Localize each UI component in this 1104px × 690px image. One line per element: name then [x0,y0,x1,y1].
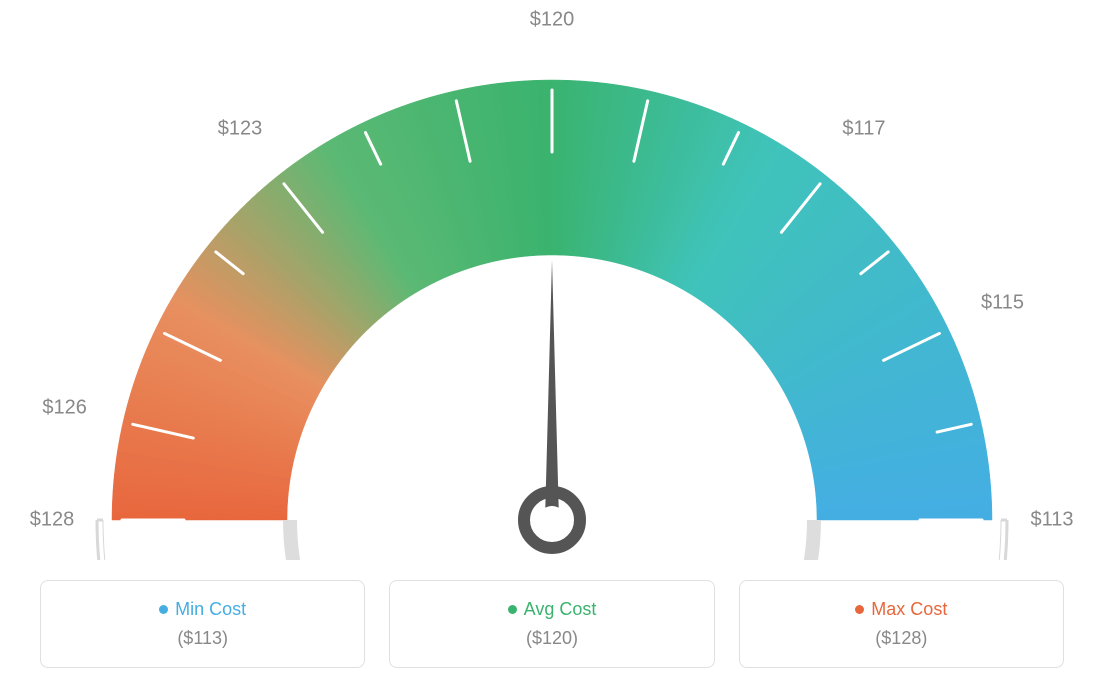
dot-min [159,605,168,614]
legend-value-min: ($113) [65,628,340,649]
gauge-scale-label: $113 [1030,509,1073,532]
legend-value-avg: ($120) [414,628,689,649]
legend-value-max: ($128) [764,628,1039,649]
legend-label-min-text: Min Cost [175,599,246,620]
legend-label-max: Max Cost [855,599,947,620]
gauge-scale-label: $128 [30,509,75,532]
legend-card-avg: Avg Cost ($120) [389,580,714,668]
dot-avg [508,605,517,614]
legend-row: Min Cost ($113) Avg Cost ($120) Max Cost… [0,580,1104,668]
legend-label-avg: Avg Cost [508,599,597,620]
legend-label-max-text: Max Cost [871,599,947,620]
dot-max [855,605,864,614]
gauge-scale-label: $120 [530,9,575,32]
legend-label-min: Min Cost [159,599,246,620]
legend-label-avg-text: Avg Cost [524,599,597,620]
legend-card-max: Max Cost ($128) [739,580,1064,668]
gauge-scale-label: $117 [842,118,885,141]
gauge-chart: $113 $115 $117 $120 $123 $126 $128 [0,0,1104,560]
gauge-svg [0,0,1104,560]
legend-card-min: Min Cost ($113) [40,580,365,668]
gauge-scale-label: $123 [218,118,263,141]
gauge-scale-label: $126 [42,397,87,420]
gauge-scale-label: $115 [981,292,1024,315]
